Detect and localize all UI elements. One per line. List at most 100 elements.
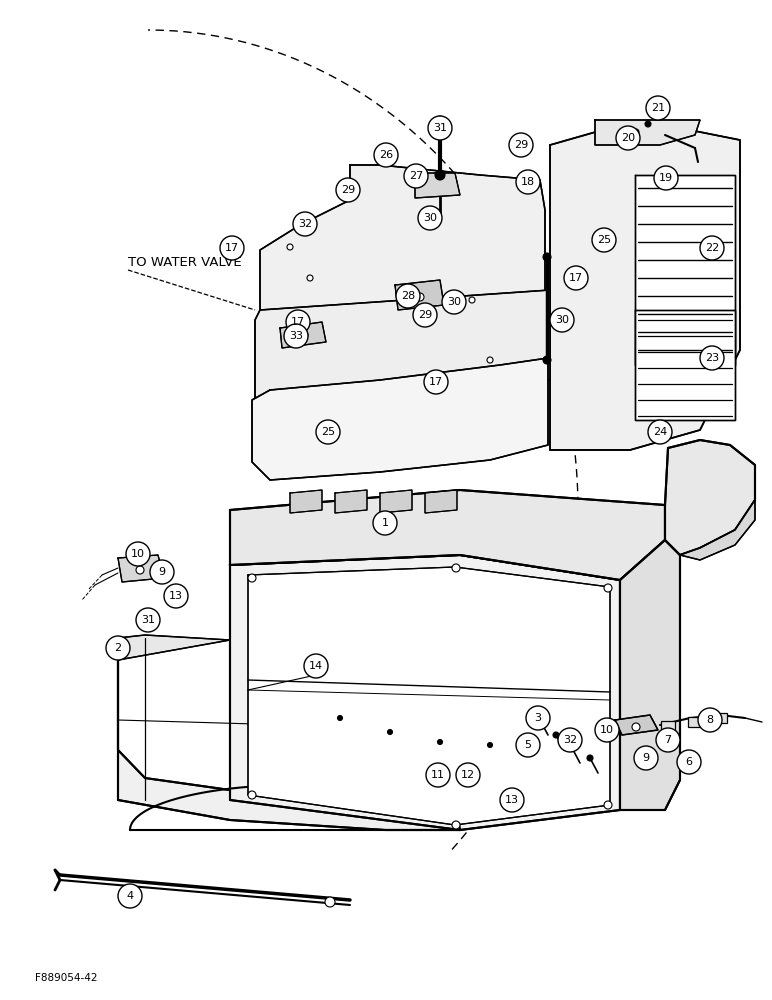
Text: 11: 11 (431, 770, 445, 780)
Polygon shape (415, 173, 460, 198)
Circle shape (543, 356, 551, 364)
Circle shape (487, 357, 493, 363)
Circle shape (592, 228, 616, 252)
Text: 21: 21 (651, 103, 665, 113)
Polygon shape (248, 567, 610, 825)
Text: 22: 22 (705, 243, 720, 253)
Polygon shape (550, 125, 740, 450)
Circle shape (336, 178, 360, 202)
Circle shape (150, 560, 174, 584)
Circle shape (648, 420, 672, 444)
Circle shape (616, 126, 640, 150)
Text: 30: 30 (555, 315, 569, 325)
Circle shape (452, 821, 460, 829)
Circle shape (487, 742, 493, 748)
Text: 17: 17 (225, 243, 239, 253)
Circle shape (298, 330, 308, 340)
Circle shape (656, 104, 663, 111)
Circle shape (248, 791, 256, 799)
Polygon shape (620, 540, 680, 810)
Text: 32: 32 (563, 735, 577, 745)
Text: 26: 26 (379, 150, 393, 160)
Circle shape (416, 293, 424, 301)
Circle shape (632, 723, 640, 731)
Circle shape (550, 308, 574, 332)
Polygon shape (118, 638, 460, 830)
Polygon shape (230, 490, 665, 580)
Circle shape (604, 801, 612, 809)
Circle shape (248, 574, 256, 582)
Circle shape (374, 143, 398, 167)
Polygon shape (635, 310, 735, 420)
Circle shape (345, 185, 355, 195)
Circle shape (633, 129, 639, 135)
Text: 29: 29 (341, 185, 355, 195)
Circle shape (220, 236, 244, 260)
Text: 27: 27 (409, 171, 423, 181)
Circle shape (396, 284, 420, 308)
Circle shape (304, 654, 328, 678)
Circle shape (164, 584, 188, 608)
Circle shape (700, 236, 724, 260)
Circle shape (646, 96, 670, 120)
Bar (713, 713, 727, 723)
Polygon shape (425, 490, 457, 513)
Text: 8: 8 (706, 715, 713, 725)
Text: 18: 18 (521, 177, 535, 187)
Polygon shape (615, 715, 658, 735)
Text: 10: 10 (131, 549, 145, 559)
Circle shape (587, 755, 593, 761)
Circle shape (500, 788, 524, 812)
Text: 31: 31 (433, 123, 447, 133)
Circle shape (677, 750, 701, 774)
Circle shape (435, 170, 445, 180)
Circle shape (645, 121, 651, 127)
Polygon shape (595, 120, 700, 145)
Text: TO WATER VALVE: TO WATER VALVE (128, 255, 242, 268)
Bar (661, 721, 675, 731)
Circle shape (418, 206, 442, 230)
Polygon shape (280, 322, 326, 348)
Circle shape (436, 116, 444, 124)
Circle shape (564, 266, 588, 290)
Text: 25: 25 (321, 427, 335, 437)
Circle shape (337, 716, 343, 720)
Circle shape (516, 733, 540, 757)
Text: 13: 13 (505, 795, 519, 805)
Text: 7: 7 (665, 735, 672, 745)
Polygon shape (635, 175, 735, 365)
Circle shape (595, 718, 619, 742)
Text: 6: 6 (686, 757, 692, 767)
Polygon shape (665, 500, 755, 560)
Text: 9: 9 (158, 567, 165, 577)
Circle shape (634, 746, 658, 770)
Text: 33: 33 (289, 331, 303, 341)
Circle shape (526, 706, 550, 730)
Circle shape (404, 164, 428, 188)
Circle shape (456, 763, 480, 787)
Circle shape (373, 511, 397, 535)
Text: 29: 29 (514, 140, 528, 150)
Circle shape (424, 370, 448, 394)
Text: 28: 28 (401, 291, 415, 301)
Circle shape (509, 133, 533, 157)
Circle shape (426, 763, 450, 787)
Text: 23: 23 (705, 353, 719, 363)
Circle shape (106, 636, 130, 660)
Text: 20: 20 (621, 133, 635, 143)
Bar (688, 717, 702, 727)
Text: 13: 13 (169, 591, 183, 601)
Circle shape (136, 566, 144, 574)
Circle shape (515, 143, 525, 153)
Circle shape (425, 309, 435, 319)
Text: 10: 10 (600, 725, 614, 735)
Polygon shape (252, 358, 548, 480)
Circle shape (325, 897, 335, 907)
Circle shape (287, 244, 293, 250)
Text: 25: 25 (597, 235, 611, 245)
Circle shape (388, 730, 392, 734)
Circle shape (293, 212, 317, 236)
Circle shape (316, 420, 340, 444)
Text: F889054-42: F889054-42 (35, 973, 97, 983)
Text: 30: 30 (423, 213, 437, 223)
